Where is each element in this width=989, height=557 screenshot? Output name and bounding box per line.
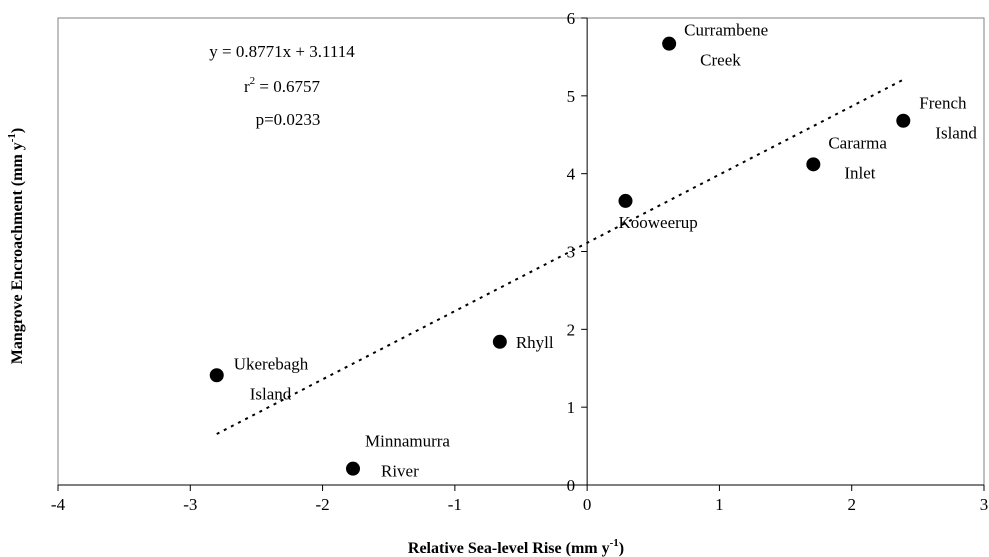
point-label: Rhyll xyxy=(516,333,554,352)
point-label: Ukerebagh Island xyxy=(234,354,309,403)
data-point xyxy=(618,193,633,208)
points-group xyxy=(209,36,911,476)
y-tick-label: 5 xyxy=(567,87,576,106)
y-axis-title-suffix: ) xyxy=(9,128,26,133)
r-squared-prefix: r xyxy=(244,77,250,96)
point-label-line: Cararma xyxy=(828,133,887,152)
point-label-line: Rhyll xyxy=(516,333,554,352)
point-label-line: River xyxy=(381,462,419,481)
trendline-group xyxy=(216,78,904,435)
data-point xyxy=(896,113,911,128)
y-tick-label: 4 xyxy=(567,165,576,184)
x-tick-label: -3 xyxy=(183,495,197,514)
point-label: French Island xyxy=(919,94,977,143)
r-squared-text: r2 = 0.6757 xyxy=(244,75,321,96)
axes-group: -4 -3 -2 -1 0 1 2 3 0 1 2 3 4 5 6 xyxy=(51,9,988,514)
y-axis-title-superscript: -1 xyxy=(6,133,18,142)
data-point xyxy=(345,461,360,476)
point-label-line: Creek xyxy=(700,51,741,70)
r-squared-value: = 0.6757 xyxy=(255,77,320,96)
point-label-line: French xyxy=(919,94,967,113)
point-label: Minnamurra River xyxy=(365,432,450,481)
point-label: Cararma Inlet xyxy=(828,133,887,182)
x-axis-title-main: Relative Sea-level Rise (mm y xyxy=(408,540,610,557)
y-tick-label: 6 xyxy=(567,9,576,28)
data-point xyxy=(492,334,507,349)
y-axis-title: Mangrove Encroachment (mm y-1) xyxy=(6,128,26,365)
p-value-text: p=0.0233 xyxy=(256,110,321,129)
point-label-line: Minnamurra xyxy=(365,432,450,451)
point-label-line: Ukerebagh xyxy=(234,354,309,373)
y-tick-label: 3 xyxy=(567,243,576,262)
y-axis-title-main: Mangrove Encroachment (mm y xyxy=(9,142,26,364)
data-point xyxy=(806,157,821,172)
x-tick-label: 1 xyxy=(715,495,724,514)
x-tick-label: 3 xyxy=(980,495,989,514)
x-tick-label: -2 xyxy=(315,495,329,514)
point-label-line: Island xyxy=(250,384,292,403)
x-axis-title: Relative Sea-level Rise (mm y-1) xyxy=(408,537,624,557)
x-tick-label: 0 xyxy=(583,495,592,514)
point-label-line: Inlet xyxy=(844,163,875,182)
y-tick-label: 1 xyxy=(567,398,576,417)
trendline xyxy=(216,78,904,435)
plot-area xyxy=(57,17,985,486)
point-label-line: Currambene xyxy=(684,21,768,40)
r-squared-superscript: 2 xyxy=(250,75,256,87)
point-label-line: Kooweerup xyxy=(619,213,698,232)
equation-text: y = 0.8771x + 3.1114 xyxy=(209,42,355,61)
point-labels-group: Ukerebagh Island Minnamurra River Rhyll Koowe… xyxy=(234,21,978,481)
x-tick-label: 2 xyxy=(847,495,856,514)
x-axis-title-superscript: -1 xyxy=(610,537,619,549)
point-label: Kooweerup xyxy=(619,213,698,232)
y-tick-label: 2 xyxy=(567,320,576,339)
x-tick-label: -4 xyxy=(51,495,66,514)
point-label: Currambene Creek xyxy=(684,21,768,70)
x-axis-title-suffix: ) xyxy=(619,540,624,557)
data-point xyxy=(662,36,677,51)
point-label-line: Island xyxy=(935,124,977,143)
x-tick-label: -1 xyxy=(448,495,462,514)
data-point xyxy=(209,368,224,383)
y-tick-label: 0 xyxy=(567,476,576,495)
